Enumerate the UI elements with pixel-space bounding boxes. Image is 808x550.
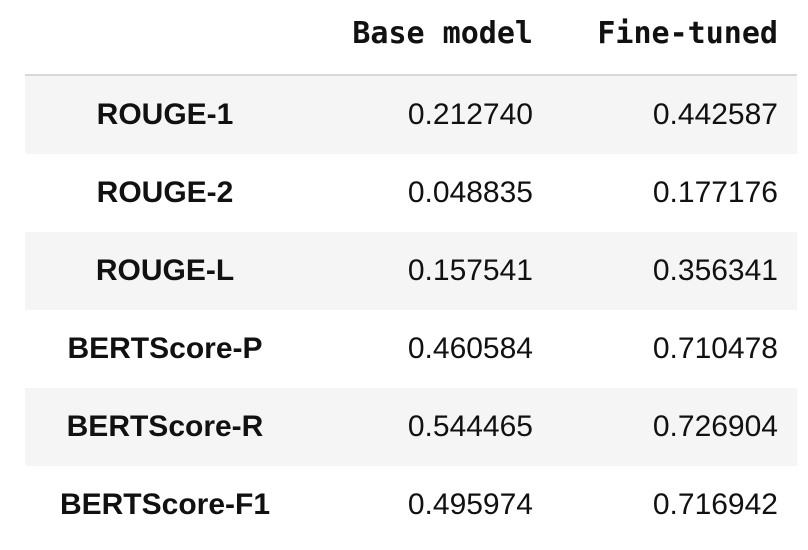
table-row: ROUGE-2 0.048835 0.177176 bbox=[25, 154, 797, 232]
table-cell: 0.544465 bbox=[407, 410, 533, 443]
table-cell: 0.356341 bbox=[652, 254, 778, 287]
table-cell: 0.048835 bbox=[407, 176, 533, 209]
row-label: ROUGE-2 bbox=[96, 176, 234, 209]
table-cell: 0.726904 bbox=[652, 410, 778, 443]
header-rule bbox=[25, 74, 797, 76]
column-header: Base model bbox=[352, 16, 533, 51]
table-cell: 0.716942 bbox=[652, 488, 778, 521]
table-row: BERTScore-R 0.544465 0.726904 bbox=[25, 388, 797, 466]
table-cell: 0.710478 bbox=[652, 332, 778, 365]
table-cell: 0.177176 bbox=[652, 176, 778, 209]
row-label: BERTScore-R bbox=[66, 410, 264, 443]
row-label: ROUGE-L bbox=[95, 254, 235, 287]
table-cell: 0.460584 bbox=[407, 332, 533, 365]
column-header: Fine-tuned bbox=[597, 16, 778, 51]
table-cell: 0.157541 bbox=[407, 254, 533, 287]
table-row: BERTScore-P 0.460584 0.710478 bbox=[25, 310, 797, 388]
row-label: BERTScore-F1 bbox=[59, 488, 271, 521]
table-row: ROUGE-L 0.157541 0.356341 bbox=[25, 232, 797, 310]
table-row: BERTScore-F1 0.495974 0.716942 bbox=[25, 466, 797, 544]
table-cell: 0.442587 bbox=[652, 98, 778, 131]
table-cell: 0.212740 bbox=[407, 98, 533, 131]
row-label: ROUGE-1 bbox=[96, 98, 234, 131]
table-cell: 0.495974 bbox=[407, 488, 533, 521]
table-row: ROUGE-1 0.212740 0.442587 bbox=[25, 76, 797, 154]
row-label: BERTScore-P bbox=[67, 332, 263, 365]
